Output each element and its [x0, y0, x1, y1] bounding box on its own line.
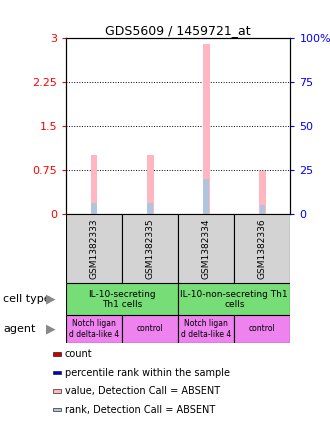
Text: agent: agent	[3, 324, 36, 334]
Text: IL-10-secreting
Th1 cells: IL-10-secreting Th1 cells	[88, 290, 156, 309]
Text: percentile rank within the sample: percentile rank within the sample	[65, 368, 230, 377]
Bar	[122, 315, 178, 343]
Text: ▶: ▶	[46, 322, 56, 335]
Bar	[178, 214, 234, 283]
Text: ▶: ▶	[46, 293, 56, 306]
Text: control: control	[249, 324, 276, 333]
Text: GSM1382333: GSM1382333	[89, 218, 99, 279]
Text: GSM1382336: GSM1382336	[258, 218, 267, 279]
Bar	[53, 389, 61, 393]
Bar	[260, 205, 265, 214]
Text: GSM1382335: GSM1382335	[146, 218, 155, 279]
Text: Notch ligan
d delta-like 4: Notch ligan d delta-like 4	[69, 319, 119, 338]
Bar	[147, 155, 153, 214]
Bar	[53, 352, 61, 356]
Text: control: control	[137, 324, 164, 333]
Text: value, Detection Call = ABSENT: value, Detection Call = ABSENT	[65, 386, 220, 396]
Bar	[66, 283, 178, 315]
Title: GDS5609 / 1459721_at: GDS5609 / 1459721_at	[105, 24, 251, 37]
Bar	[178, 283, 290, 315]
Bar	[203, 44, 210, 214]
Bar	[259, 171, 266, 214]
Bar	[178, 315, 234, 343]
Bar	[234, 214, 290, 283]
Text: IL-10-non-secreting Th1
cells: IL-10-non-secreting Th1 cells	[181, 290, 288, 309]
Bar	[66, 315, 122, 343]
Bar	[91, 155, 97, 214]
Bar	[203, 179, 209, 214]
Text: cell type: cell type	[3, 294, 51, 304]
Bar	[53, 371, 61, 374]
Bar	[234, 315, 290, 343]
Text: count: count	[65, 349, 93, 359]
Bar	[66, 214, 122, 283]
Text: GSM1382334: GSM1382334	[202, 218, 211, 279]
Bar	[91, 203, 97, 214]
Bar	[122, 214, 178, 283]
Bar	[148, 203, 153, 214]
Bar	[53, 408, 61, 411]
Text: rank, Detection Call = ABSENT: rank, Detection Call = ABSENT	[65, 404, 215, 415]
Text: Notch ligan
d delta-like 4: Notch ligan d delta-like 4	[181, 319, 231, 338]
